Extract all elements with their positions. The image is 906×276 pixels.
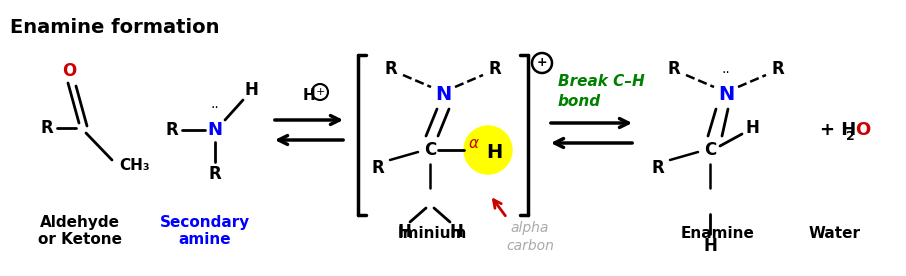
Text: N: N xyxy=(435,86,451,105)
Text: H: H xyxy=(244,81,258,99)
Text: R: R xyxy=(385,60,398,78)
Text: +: + xyxy=(536,57,547,70)
Text: H: H xyxy=(449,223,463,241)
Text: O: O xyxy=(62,62,76,80)
Text: R: R xyxy=(371,159,384,177)
Text: O: O xyxy=(855,121,871,139)
Text: CH₃: CH₃ xyxy=(120,158,150,174)
Text: H: H xyxy=(303,87,315,102)
Text: H: H xyxy=(745,119,759,137)
Text: bond: bond xyxy=(558,94,601,110)
Text: + H: + H xyxy=(820,121,856,139)
Text: R: R xyxy=(166,121,178,139)
Text: N: N xyxy=(718,86,734,105)
Text: Aldehyde: Aldehyde xyxy=(40,214,120,230)
Text: H: H xyxy=(703,237,717,255)
Text: R: R xyxy=(41,119,53,137)
Text: alpha: alpha xyxy=(511,221,549,235)
Text: Enamine: Enamine xyxy=(681,225,755,240)
Text: C: C xyxy=(424,141,436,159)
Text: R: R xyxy=(651,159,664,177)
Text: amine: amine xyxy=(178,232,231,248)
Text: Water: Water xyxy=(809,225,861,240)
Text: R: R xyxy=(772,60,785,78)
Text: Iminium: Iminium xyxy=(398,225,467,240)
Text: ··: ·· xyxy=(210,101,219,115)
Text: R: R xyxy=(208,165,221,183)
Text: H: H xyxy=(486,142,502,161)
Text: carbon: carbon xyxy=(506,239,554,253)
Text: Enamine formation: Enamine formation xyxy=(10,18,219,37)
Text: Secondary: Secondary xyxy=(159,214,250,230)
Text: +: + xyxy=(315,87,324,97)
Text: N: N xyxy=(207,121,223,139)
Text: R: R xyxy=(668,60,680,78)
Text: C: C xyxy=(704,141,716,159)
Text: or Ketone: or Ketone xyxy=(38,232,122,248)
Circle shape xyxy=(464,126,512,174)
Text: Break C–H: Break C–H xyxy=(558,75,645,89)
Text: H: H xyxy=(397,223,411,241)
Text: ··: ·· xyxy=(721,66,730,80)
Text: 2: 2 xyxy=(846,131,854,144)
Text: R: R xyxy=(488,60,501,78)
Text: α: α xyxy=(469,137,479,152)
